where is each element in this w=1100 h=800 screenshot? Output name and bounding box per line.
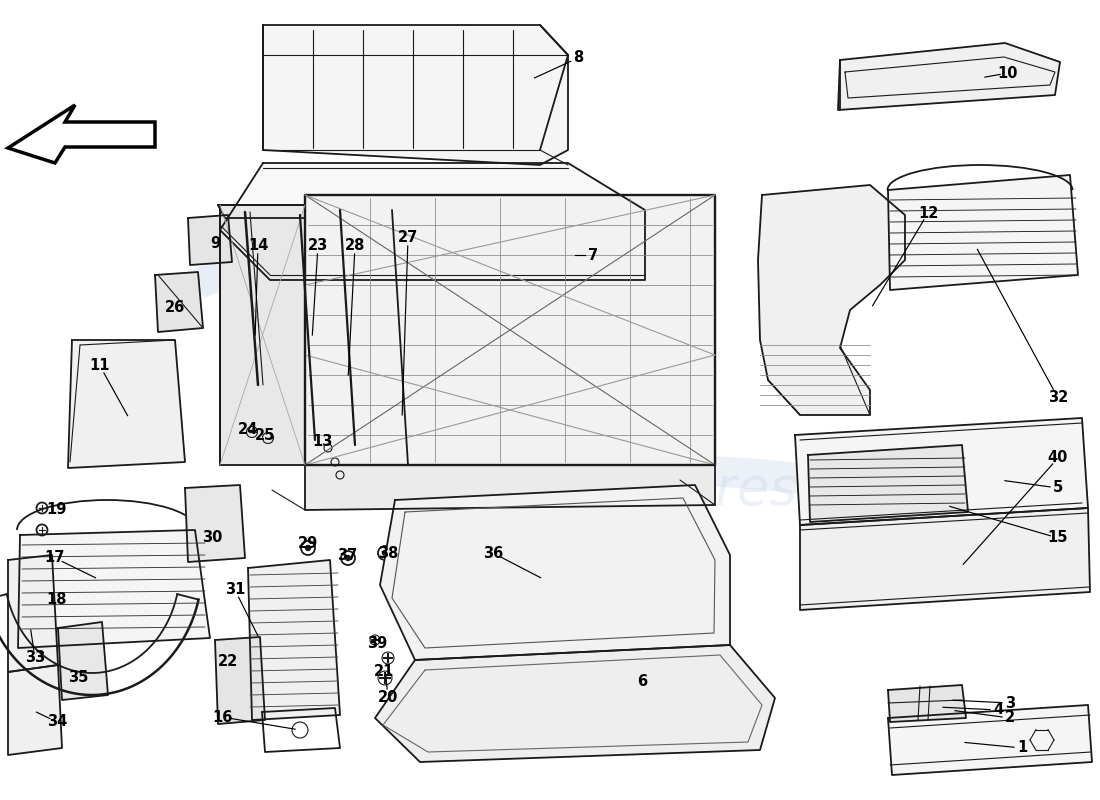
Polygon shape <box>375 645 776 762</box>
Polygon shape <box>888 705 1092 775</box>
Polygon shape <box>188 215 232 265</box>
Text: 25: 25 <box>255 427 275 442</box>
Polygon shape <box>888 175 1078 290</box>
Text: 31: 31 <box>224 582 245 598</box>
Text: 14: 14 <box>248 238 268 254</box>
Text: 8: 8 <box>573 50 583 66</box>
Polygon shape <box>808 445 968 522</box>
Text: 24: 24 <box>238 422 258 438</box>
Text: 23: 23 <box>308 238 328 254</box>
Text: 18: 18 <box>46 593 67 607</box>
Text: 6: 6 <box>637 674 647 690</box>
Text: 17: 17 <box>45 550 65 566</box>
Text: 20: 20 <box>377 690 398 705</box>
Text: 33: 33 <box>25 650 45 666</box>
Polygon shape <box>155 272 204 332</box>
Text: 16: 16 <box>212 710 232 725</box>
Text: 40: 40 <box>1048 450 1068 466</box>
Text: 3: 3 <box>1005 695 1015 710</box>
Text: 19: 19 <box>47 502 67 518</box>
Polygon shape <box>795 418 1088 525</box>
Text: 34: 34 <box>47 714 67 730</box>
Circle shape <box>383 550 387 555</box>
Circle shape <box>306 546 310 550</box>
Text: 7: 7 <box>587 247 598 262</box>
Text: 32: 32 <box>1048 390 1068 406</box>
Text: 2: 2 <box>1005 710 1015 726</box>
Text: 29: 29 <box>298 535 318 550</box>
Text: eurospares: eurospares <box>283 249 578 301</box>
Polygon shape <box>185 485 245 562</box>
Polygon shape <box>305 195 715 465</box>
Text: 5: 5 <box>1053 481 1063 495</box>
Text: 11: 11 <box>90 358 110 374</box>
Polygon shape <box>220 205 305 465</box>
Text: 26: 26 <box>165 301 185 315</box>
Text: 27: 27 <box>398 230 418 246</box>
Polygon shape <box>263 25 568 165</box>
Text: 15: 15 <box>1047 530 1068 546</box>
Polygon shape <box>68 340 185 468</box>
Text: 35: 35 <box>68 670 88 686</box>
Polygon shape <box>758 185 905 415</box>
Polygon shape <box>214 637 265 724</box>
Text: 22: 22 <box>218 654 238 670</box>
Polygon shape <box>838 43 1060 110</box>
Text: 21: 21 <box>374 665 394 679</box>
Text: 28: 28 <box>344 238 365 254</box>
Polygon shape <box>220 163 645 280</box>
Polygon shape <box>58 622 108 700</box>
Text: 37: 37 <box>337 549 358 563</box>
Text: 39: 39 <box>367 635 387 650</box>
Text: 10: 10 <box>998 66 1019 81</box>
Text: 4: 4 <box>993 702 1003 718</box>
Polygon shape <box>8 665 62 755</box>
Polygon shape <box>18 530 210 648</box>
Polygon shape <box>888 685 966 722</box>
Polygon shape <box>218 205 305 218</box>
Text: eurospares: eurospares <box>503 464 798 516</box>
Circle shape <box>345 555 351 561</box>
Polygon shape <box>248 560 340 720</box>
Text: 38: 38 <box>377 546 398 561</box>
Polygon shape <box>305 465 715 510</box>
Text: 36: 36 <box>483 546 503 561</box>
Text: 1: 1 <box>1016 741 1027 755</box>
Polygon shape <box>800 508 1090 610</box>
Text: 12: 12 <box>917 206 938 221</box>
Text: 9: 9 <box>210 235 220 250</box>
Text: 13: 13 <box>311 434 332 449</box>
Polygon shape <box>8 105 155 163</box>
Text: 30: 30 <box>201 530 222 546</box>
Polygon shape <box>8 555 58 672</box>
Polygon shape <box>379 485 730 660</box>
